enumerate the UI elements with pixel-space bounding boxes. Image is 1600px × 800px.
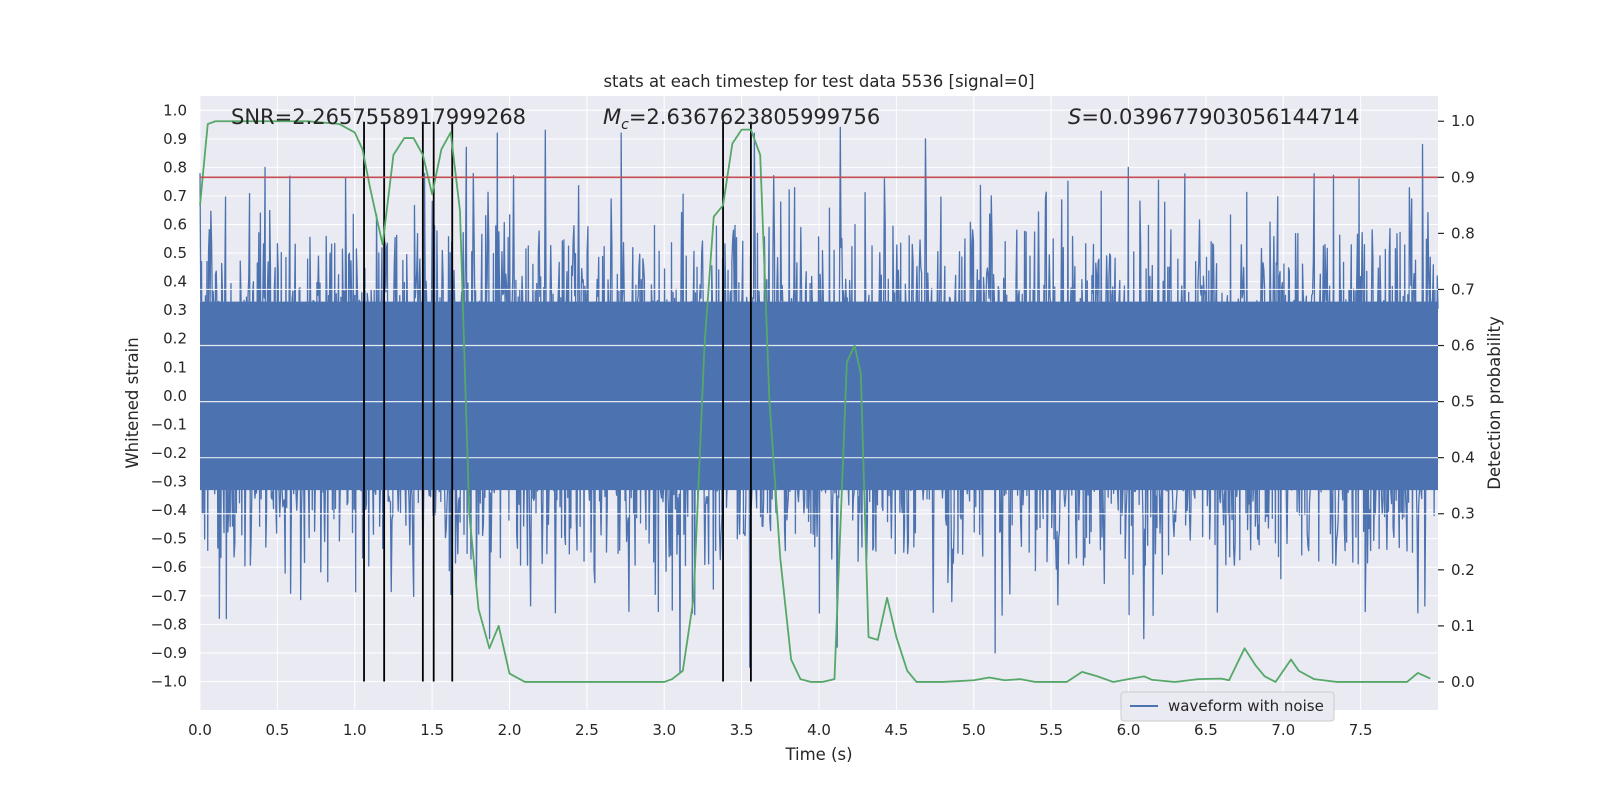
vertical-markers bbox=[363, 121, 752, 682]
y-left-tick-label-17: 0.7 bbox=[163, 187, 187, 205]
y-right-tick-label-8: 0.8 bbox=[1451, 224, 1475, 242]
y-left-tick-label-12: 0.2 bbox=[163, 330, 187, 348]
y-right-tick-label-4: 0.4 bbox=[1451, 449, 1475, 467]
y-right-tick-label-0: 0.0 bbox=[1451, 673, 1475, 691]
y-right-axis-ticks: 0.0 0.1 0.2 0.3 0.4 0.5 0.6 0.7 0.8 0.9 1.0 bbox=[1438, 112, 1475, 691]
x-tick-label-13: 6.5 bbox=[1194, 721, 1218, 739]
legend-label: waveform with noise bbox=[1168, 697, 1324, 715]
x-tick-label-12: 6.0 bbox=[1117, 721, 1141, 739]
x-tick-label-10: 5.0 bbox=[962, 721, 986, 739]
y-right-tick-label-2: 0.2 bbox=[1451, 561, 1475, 579]
y-left-tick-label-0: −1.0 bbox=[151, 672, 187, 690]
y-left-tick-label-1: −0.9 bbox=[151, 644, 187, 662]
y-right-tick-label-6: 0.6 bbox=[1451, 337, 1475, 355]
chart-title: stats at each timestep for test data 553… bbox=[603, 72, 1034, 91]
y-left-tick-label-5: −0.5 bbox=[151, 530, 187, 548]
y-left-tick-label-18: 0.8 bbox=[163, 158, 187, 176]
y-left-tick-label-8: −0.2 bbox=[151, 444, 187, 462]
y-left-tick-label-19: 0.9 bbox=[163, 130, 187, 148]
s-annotation: S=0.039677903056144714 bbox=[1068, 105, 1359, 129]
y-left-tick-label-9: −0.1 bbox=[151, 415, 187, 433]
y-right-tick-label-9: 0.9 bbox=[1451, 168, 1475, 186]
y-left-tick-label-11: 0.1 bbox=[163, 358, 187, 376]
y-left-tick-label-15: 0.5 bbox=[163, 244, 187, 262]
y-left-tick-label-2: −0.8 bbox=[151, 615, 187, 633]
y-right-tick-label-7: 0.7 bbox=[1451, 280, 1475, 298]
x-tick-label-3: 1.5 bbox=[420, 721, 444, 739]
chirp-mass-annotation: Mc=2.6367623805999756 bbox=[603, 105, 880, 133]
x-tick-label-4: 2.0 bbox=[498, 721, 522, 739]
x-tick-label-11: 5.5 bbox=[1039, 721, 1063, 739]
legend-box bbox=[1120, 691, 1335, 722]
x-tick-label-5: 2.5 bbox=[575, 721, 599, 739]
y-right-tick-label-3: 0.3 bbox=[1451, 505, 1475, 523]
legend: waveform with noise bbox=[1120, 691, 1335, 722]
x-tick-label-14: 7.0 bbox=[1271, 721, 1295, 739]
y-right-axis-label: Detection probability bbox=[1485, 316, 1504, 490]
x-tick-label-8: 4.0 bbox=[807, 721, 831, 739]
y-left-tick-label-10: 0.0 bbox=[163, 387, 187, 405]
waveform-dense-band bbox=[200, 301, 1438, 491]
x-tick-label-7: 3.5 bbox=[730, 721, 754, 739]
y-left-tick-label-14: 0.4 bbox=[163, 273, 187, 291]
y-right-tick-label-10: 1.0 bbox=[1451, 112, 1475, 130]
x-tick-label-9: 4.5 bbox=[884, 721, 908, 739]
y-left-tick-label-20: 1.0 bbox=[163, 101, 187, 119]
y-left-axis-ticks: −1.0 −0.9 −0.8 −0.7 −0.6 −0.5 −0.4 −0.3 −0.2 −0.1… bbox=[151, 101, 187, 690]
x-axis-label: Time (s) bbox=[784, 745, 852, 764]
y-left-tick-label-3: −0.7 bbox=[151, 587, 187, 605]
y-right-tick-label-5: 0.5 bbox=[1451, 393, 1475, 411]
y-right-tick-label-1: 0.1 bbox=[1451, 617, 1475, 635]
y-left-axis-label: Whitened strain bbox=[123, 337, 142, 468]
y-left-tick-label-6: −0.4 bbox=[151, 501, 187, 519]
detection-probability-series bbox=[199, 120, 1431, 683]
x-tick-label-1: 0.5 bbox=[265, 721, 289, 739]
probability-line bbox=[199, 120, 1431, 683]
y-left-tick-label-4: −0.6 bbox=[151, 558, 187, 576]
x-tick-label-6: 3.0 bbox=[652, 721, 676, 739]
x-axis-ticks: 0.0 0.5 1.0 1.5 2.0 2.5 3.0 3.5 4.0 4.5 5.0 5.5 6.0 6… bbox=[188, 721, 1372, 739]
waveform-series bbox=[199, 126, 1439, 674]
x-tick-label-0: 0.0 bbox=[188, 721, 212, 739]
snr-annotation: SNR=2.2657558917999268 bbox=[231, 105, 526, 129]
x-tick-label-2: 1.0 bbox=[343, 721, 367, 739]
y-left-tick-label-13: 0.3 bbox=[163, 301, 187, 319]
y-left-tick-label-7: −0.3 bbox=[151, 473, 187, 491]
x-tick-label-15: 7.5 bbox=[1349, 721, 1373, 739]
y-left-tick-label-16: 0.6 bbox=[163, 216, 187, 234]
